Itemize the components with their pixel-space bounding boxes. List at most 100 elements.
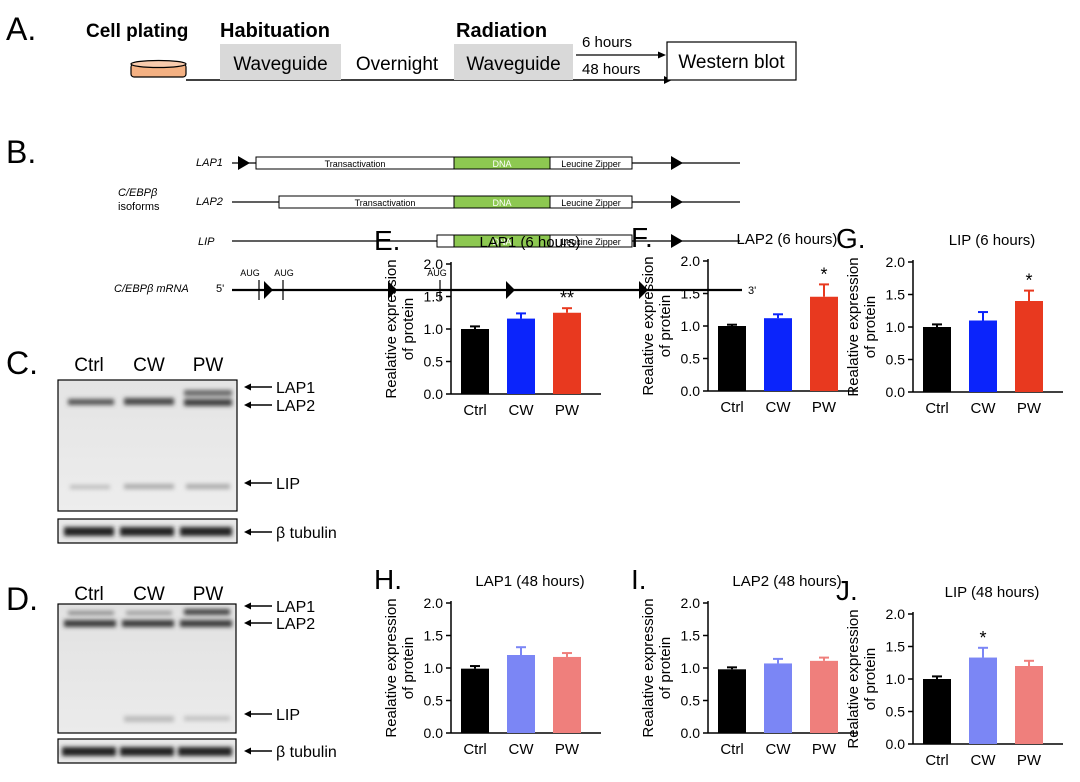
chart-bar xyxy=(553,312,581,394)
chart-x-tick-label: PW xyxy=(555,402,580,419)
chart-panel-letter: G. xyxy=(836,223,866,254)
chart-y-tick-label: 0.5 xyxy=(424,693,444,709)
time-48h-label: 48 hours xyxy=(582,61,640,78)
waveguide-box-2 xyxy=(454,44,573,80)
five-prime-label: 5' xyxy=(216,283,224,295)
chart-bar xyxy=(553,656,581,733)
chart-title: LAP1 (48 hours) xyxy=(475,573,584,590)
chart-significance-label: ** xyxy=(560,288,574,308)
chart-ylabel: Realative expression xyxy=(845,257,862,396)
chart-bar xyxy=(923,679,951,744)
chart-y-tick-label: 2.0 xyxy=(886,606,906,622)
chart-bar xyxy=(718,669,746,733)
chart-x-tick-label: Ctrl xyxy=(720,399,743,416)
chart-y-tick-label: 0.0 xyxy=(424,386,444,402)
lane-label: CW xyxy=(133,584,165,605)
chart-bar xyxy=(764,663,792,733)
chart-bar xyxy=(810,660,838,733)
chart-5: I. LAP2 (48 hours) Realative expression of … xyxy=(631,564,858,758)
chart-y-tick-label: 1.0 xyxy=(681,660,701,676)
chart-x-tick-label: CW xyxy=(509,741,535,758)
chart-y-tick-label: 0.5 xyxy=(886,352,906,368)
chart-bar xyxy=(507,318,535,394)
chart-panel-letter: I. xyxy=(631,564,647,595)
chart-bar xyxy=(507,655,535,733)
chart-x-tick-label: CW xyxy=(766,741,792,758)
leucine-zipper-domain: Leucine Zipper xyxy=(561,237,621,247)
chart-bar xyxy=(1015,301,1043,392)
chart-ylabel: of protein xyxy=(862,648,879,711)
chart-y-tick-label: 1.5 xyxy=(886,639,906,655)
chart-y-tick-label: 1.5 xyxy=(681,286,701,302)
band-arrow-icon xyxy=(244,383,272,391)
chart-3: G. LIP (6 hours) Realative expression of pr… xyxy=(836,223,1063,417)
leucine-zipper-domain: Leucine Zipper xyxy=(561,159,621,169)
chart-y-tick-label: 2.0 xyxy=(424,256,444,272)
chart-6: J. LIP (48 hours) Realative expression of p… xyxy=(836,575,1063,769)
chart-x-tick-label: PW xyxy=(1017,752,1042,769)
chart-title: LAP2 (48 hours) xyxy=(732,573,841,590)
band-label: LAP1 xyxy=(276,380,315,397)
transactivation-domain: Transactivation xyxy=(355,198,416,208)
cell-dish-icon xyxy=(130,59,187,78)
band-label: LAP2 xyxy=(276,398,315,415)
isoform-lap1: LAP1 Transactivation DNA Leucine Zipper xyxy=(196,156,740,170)
chart-significance-label: * xyxy=(1025,271,1032,291)
lane-label: Ctrl xyxy=(74,355,104,376)
loading-control-bands xyxy=(62,747,232,756)
chart-ylabel: Realative expression xyxy=(383,598,400,737)
chart-title: LAP1 (6 hours) xyxy=(480,234,581,251)
chart-y-tick-label: 0.5 xyxy=(681,351,701,367)
chart-bar xyxy=(969,657,997,744)
loading-control-label: β tubulin xyxy=(276,744,337,761)
lane-label: CW xyxy=(133,355,165,376)
isoform-name: LAP1 xyxy=(196,157,223,169)
chart-y-tick-label: 0.0 xyxy=(681,725,701,741)
chart-significance-label: * xyxy=(979,628,986,648)
chart-ylabel: Realative expression xyxy=(640,256,657,395)
chart-panel-letter: J. xyxy=(836,575,858,606)
chart-y-tick-label: 0.0 xyxy=(886,384,906,400)
isoform-group-label-2: isoforms xyxy=(118,201,160,213)
chart-ylabel: of protein xyxy=(400,637,417,700)
chart-y-tick-label: 1.0 xyxy=(424,321,444,337)
transactivation-domain: Transactivation xyxy=(325,159,386,169)
chart-title: LIP (48 hours) xyxy=(945,584,1040,601)
chart-y-tick-label: 0.0 xyxy=(424,725,444,741)
chart-y-tick-label: 0.0 xyxy=(886,736,906,752)
panel-b-letter: B. xyxy=(6,134,36,170)
chart-y-tick-label: 1.0 xyxy=(886,671,906,687)
band-arrow-icon xyxy=(244,479,272,487)
exon-marker-icon xyxy=(639,281,648,299)
chart-panel-letter: E. xyxy=(374,225,400,256)
band-label: LIP xyxy=(276,476,300,493)
three-prime-label: 3' xyxy=(748,285,756,297)
chart-2: F. LAP2 (6 hours) Realative expression of p… xyxy=(631,222,858,416)
mrna-label: C/EBPβ mRNA xyxy=(114,283,189,295)
waveguide-box-1 xyxy=(220,44,341,80)
band-arrow-icon xyxy=(244,528,272,536)
band-label: LAP2 xyxy=(276,616,315,633)
chart-ylabel: Realative expression xyxy=(383,259,400,398)
bar-charts: E. LAP1 (6 hours)Realative expression of p… xyxy=(374,222,1063,769)
chart-x-tick-label: Ctrl xyxy=(463,402,486,419)
chart-y-tick-label: 2.0 xyxy=(424,595,444,611)
radiation-label: Radiation xyxy=(456,20,547,42)
chart-ylabel: Realative expression xyxy=(640,598,657,737)
chart-4: H. LAP1 (48 hours) Realative expression of … xyxy=(374,564,601,758)
isoform-name: LIP xyxy=(198,236,215,248)
chart-y-tick-label: 0.5 xyxy=(681,693,701,709)
chart-x-tick-label: CW xyxy=(971,752,997,769)
chart-x-tick-label: CW xyxy=(766,399,792,416)
isoform-name: LAP2 xyxy=(196,196,223,208)
blot-panel-c: C. Ctrl CW PW LAP1 LAP2 L xyxy=(6,345,337,544)
cell-plating-label: Cell plating xyxy=(86,21,188,42)
chart-ylabel: Realative expression xyxy=(845,609,862,748)
chart-y-tick-label: 1.5 xyxy=(424,628,444,644)
chart-x-tick-label: Ctrl xyxy=(463,741,486,758)
aug-label: AUG xyxy=(427,268,447,278)
overnight-label: Overnight xyxy=(356,54,439,75)
chart-panel-letter: F. xyxy=(631,222,653,253)
time-arrowhead xyxy=(658,51,666,59)
chart-y-tick-label: 1.5 xyxy=(681,628,701,644)
